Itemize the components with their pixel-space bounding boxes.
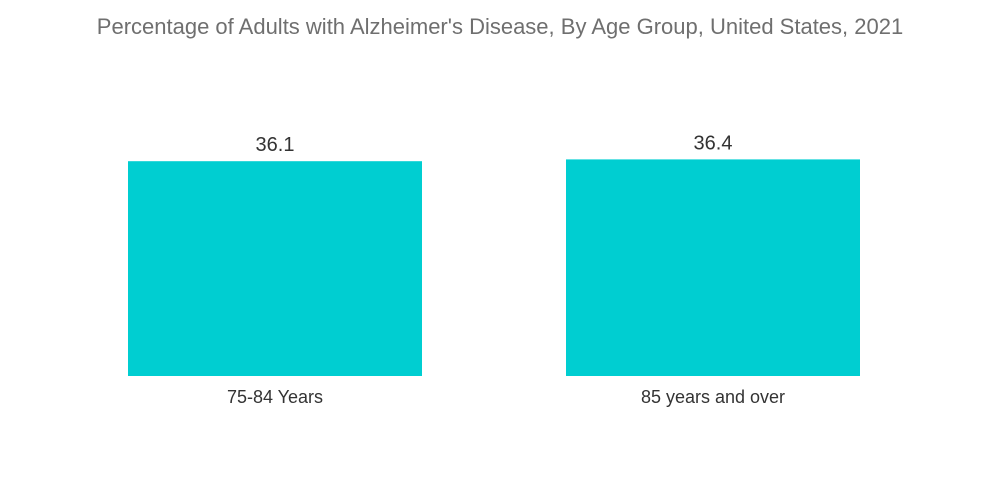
- chart-title: Percentage of Adults with Alzheimer's Di…: [96, 14, 904, 39]
- data-label-1: 36.4: [694, 132, 733, 154]
- bar-1: [566, 159, 860, 376]
- category-label-0: 75-84 Years: [227, 387, 323, 407]
- data-label-0: 36.1: [256, 134, 295, 156]
- labels-layer: 36.1 75-84 Years 36.4 85 years and over: [227, 132, 785, 407]
- category-label-1: 85 years and over: [641, 387, 785, 407]
- bar-0: [128, 161, 422, 376]
- bars-layer: [128, 159, 860, 376]
